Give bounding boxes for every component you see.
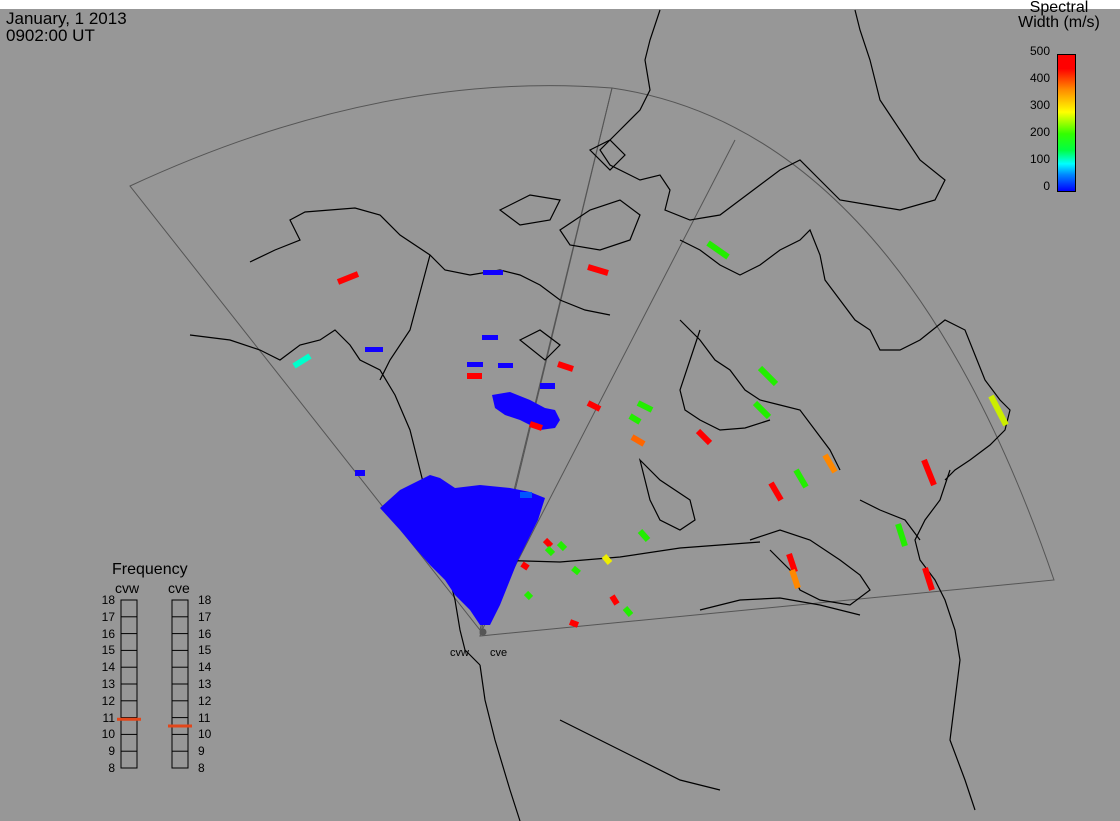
spectral-width-cells [355, 270, 560, 625]
segment [609, 594, 620, 606]
frequency-scale-label: 11 [102, 710, 115, 725]
frequency-scale-label: 8 [108, 761, 115, 775]
segment [695, 428, 713, 446]
time-label: 0902:00 UT [6, 26, 95, 45]
colorbar-tick: 100 [1029, 152, 1050, 166]
segment [789, 569, 801, 589]
blue-cell [467, 362, 483, 367]
segment [601, 554, 613, 565]
frequency-scale-label: 9 [198, 744, 205, 759]
coastlines [189, 9, 1011, 821]
legend-title: Spectral Width (m/s) [1000, 0, 1118, 31]
blue-cell [540, 383, 555, 389]
segment [988, 394, 1009, 427]
segment [520, 561, 530, 571]
segment [292, 353, 312, 369]
frequency-scale-label: 13 [198, 677, 212, 691]
colorbar-tick: 400 [1029, 71, 1050, 85]
segment [793, 468, 809, 489]
segment [542, 537, 554, 549]
blue-region-main [380, 475, 545, 625]
segment [523, 590, 534, 601]
frequency-scale-label: 16 [101, 626, 115, 641]
colorbar-tick: 500 [1029, 44, 1050, 58]
frequency-scale-label: 17 [198, 609, 212, 624]
colorbar-tick: 300 [1029, 98, 1050, 112]
frequency-scale-label: 12 [198, 693, 212, 708]
segment [336, 271, 360, 285]
spectral-width-segments [292, 240, 1009, 628]
frequency-scales [120, 599, 189, 769]
frequency-scale-label: 9 [108, 744, 115, 759]
legend-title-line1: Spectral [1029, 0, 1089, 16]
segment [822, 453, 838, 474]
segment [628, 413, 642, 425]
top-strip [0, 0, 1120, 9]
frequency-scale-label: 16 [198, 626, 212, 641]
frequency-scale-label: 17 [101, 609, 115, 624]
segment [636, 400, 654, 413]
fov-cvw [129, 85, 613, 632]
blue-cell [365, 347, 383, 352]
frequency-scale-label: 8 [198, 761, 205, 775]
segment [557, 361, 574, 372]
segment [786, 553, 798, 573]
radar-site-marker [479, 628, 487, 636]
frequency-scale-label: 13 [101, 677, 115, 691]
frequency-scale-label: 10 [198, 727, 212, 742]
blue-cell [498, 363, 513, 368]
segment [922, 567, 935, 591]
frequency-scale-label: 18 [198, 593, 212, 607]
frequency-radar-cve: cve [168, 580, 190, 596]
frequency-scale-label: 15 [101, 643, 115, 658]
segment [630, 434, 646, 447]
frequency-scale-label: 15 [198, 643, 212, 658]
frequency-scale-label: 11 [198, 710, 211, 725]
segment [895, 523, 908, 547]
segment [568, 619, 580, 628]
segment [622, 606, 634, 617]
legend-title-line2: Width (m/s) [1018, 14, 1100, 31]
blue-cell [482, 335, 498, 340]
frequency-scale-label: 14 [101, 660, 115, 675]
segment [637, 529, 651, 542]
radar-site-label-cve: cve [490, 647, 508, 659]
frequency-scale-label: 18 [101, 593, 115, 607]
frequency-title: Frequency [112, 561, 188, 578]
blue-cell [520, 492, 532, 498]
frequency-radar-cvw: cvw [115, 580, 140, 596]
blue-region-2 [492, 392, 560, 430]
fov-outlines [129, 85, 1055, 637]
segment [586, 400, 602, 412]
segment [768, 481, 784, 502]
segment [587, 264, 609, 276]
colorbar-tick: 200 [1029, 125, 1050, 139]
segment [544, 545, 556, 557]
segment [752, 400, 772, 420]
blue-cell [483, 270, 503, 275]
segment [757, 365, 779, 387]
date-label: January, 1 2013 [6, 9, 127, 28]
segment [706, 240, 730, 260]
blue-cell [355, 470, 365, 476]
segment [556, 540, 568, 552]
frequency-scale-label: 14 [198, 660, 212, 675]
segment [529, 421, 543, 431]
fov-cve [479, 87, 1055, 637]
frequency-scale-label: 10 [101, 727, 115, 742]
radar-site-label-cvw: cvw [450, 647, 469, 659]
colorbar-tick: 0 [1043, 179, 1050, 193]
frequency-scale-label: 12 [101, 693, 115, 708]
colorbar [1057, 54, 1076, 192]
segment [571, 565, 581, 576]
segment [921, 458, 937, 487]
